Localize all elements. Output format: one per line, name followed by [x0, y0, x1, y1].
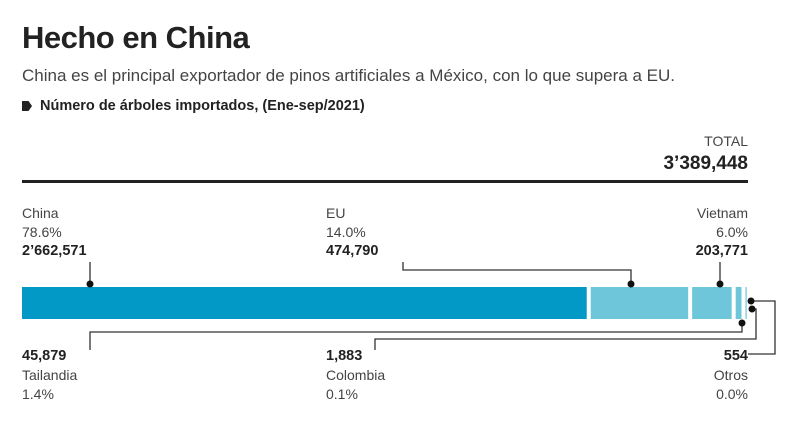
chart-title: Hecho en China: [22, 20, 250, 55]
label-colombia: 1,883 Colombia 0.1%: [326, 348, 386, 402]
bar-colombia: [745, 287, 747, 319]
label-eu: EU 14.0% 474,790: [326, 205, 379, 259]
bar-otros: [745, 287, 747, 319]
bar-vietnam: [692, 287, 732, 319]
label-china: China 78.6% 2’662,571: [22, 205, 87, 259]
label-otros: 554 Otros 0.0%: [713, 348, 748, 402]
legend-marker-icon: [22, 101, 32, 111]
subtitle: China es el principal exportador de pino…: [22, 66, 675, 85]
leader-dots: [86, 280, 756, 327]
legend-label: Número de árboles importados, (Ene-sep/2…: [40, 98, 365, 114]
bar-eu: [590, 287, 689, 319]
total-label: TOTAL: [704, 133, 748, 149]
bar-china: [22, 287, 587, 319]
divider: [22, 180, 748, 183]
bar-tailandia: [735, 287, 742, 319]
label-tailandia: 45,879 Tailandia 1.4%: [22, 348, 78, 402]
total-value: 3’389,448: [663, 153, 748, 174]
legend: Número de árboles importados, (Ene-sep/2…: [22, 98, 365, 114]
label-vietnam: Vietnam 6.0% 203,771: [695, 205, 748, 259]
